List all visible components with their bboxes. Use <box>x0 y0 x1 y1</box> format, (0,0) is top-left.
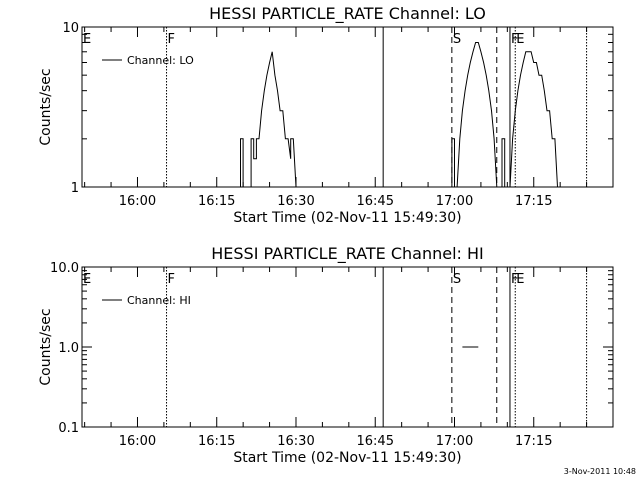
series-line-segment <box>451 138 455 187</box>
series-line-segment <box>456 42 498 188</box>
series-line-segment <box>509 51 558 188</box>
x-tick-label: 17:15 <box>515 194 552 209</box>
x-axis-label: Start Time (02-Nov-11 15:49:30) <box>233 210 461 226</box>
y-tick-label: 0.1 <box>58 421 79 436</box>
event-marker-label: F <box>511 32 518 47</box>
plot-frame <box>81 26 614 188</box>
x-tick-label: 16:30 <box>277 434 314 449</box>
y-tick-label: 1 <box>71 181 79 196</box>
event-marker-label: E <box>516 272 524 287</box>
event-marker-label: E <box>83 32 91 47</box>
chart-title: HESSI PARTICLE_RATE Channel: LO <box>209 4 486 24</box>
event-marker-label: F <box>168 272 175 287</box>
x-tick-label: 17:00 <box>436 194 473 209</box>
series-line-segment <box>501 138 506 187</box>
plot-frame <box>81 266 614 428</box>
x-tick-label: 16:00 <box>119 194 156 209</box>
legend-label: Channel: LO <box>127 54 194 67</box>
chart-panel-2: HESSI PARTICLE_RATE Channel: HIE F S FE16:0… <box>38 244 614 466</box>
y-tick-label: 10 <box>62 21 79 36</box>
event-marker-label: S <box>453 272 461 287</box>
y-tick-label: 1.0 <box>58 341 79 356</box>
x-tick-label: 16:15 <box>198 434 235 449</box>
chart-title: HESSI PARTICLE_RATE Channel: HI <box>211 244 484 264</box>
series-line-segment <box>250 51 297 188</box>
event-marker-label: E <box>83 272 91 287</box>
event-marker-label: S <box>453 32 461 47</box>
x-tick-label: 16:00 <box>119 434 156 449</box>
event-marker-label: E <box>516 32 524 47</box>
y-axis-label: Counts/sec <box>38 308 54 385</box>
x-tick-label: 16:15 <box>198 194 235 209</box>
legend-label: Channel: HI <box>127 294 191 307</box>
x-tick-label: 17:00 <box>436 434 473 449</box>
x-axis-label: Start Time (02-Nov-11 15:49:30) <box>233 450 461 466</box>
x-tick-label: 16:30 <box>277 194 314 209</box>
chart-panel-1: HESSI PARTICLE_RATE Channel: LOE F S FE16:0… <box>38 4 614 226</box>
event-marker-label: F <box>511 272 518 287</box>
event-marker-label: F <box>168 32 175 47</box>
x-tick-label: 16:45 <box>357 194 394 209</box>
series-line-segment <box>240 138 244 187</box>
x-tick-label: 16:45 <box>357 434 394 449</box>
y-tick-label: 10.0 <box>50 261 79 276</box>
y-axis-label: Counts/sec <box>38 68 54 145</box>
timestamp-label: 3-Nov-2011 10:48 <box>564 467 636 476</box>
x-tick-label: 17:15 <box>515 434 552 449</box>
